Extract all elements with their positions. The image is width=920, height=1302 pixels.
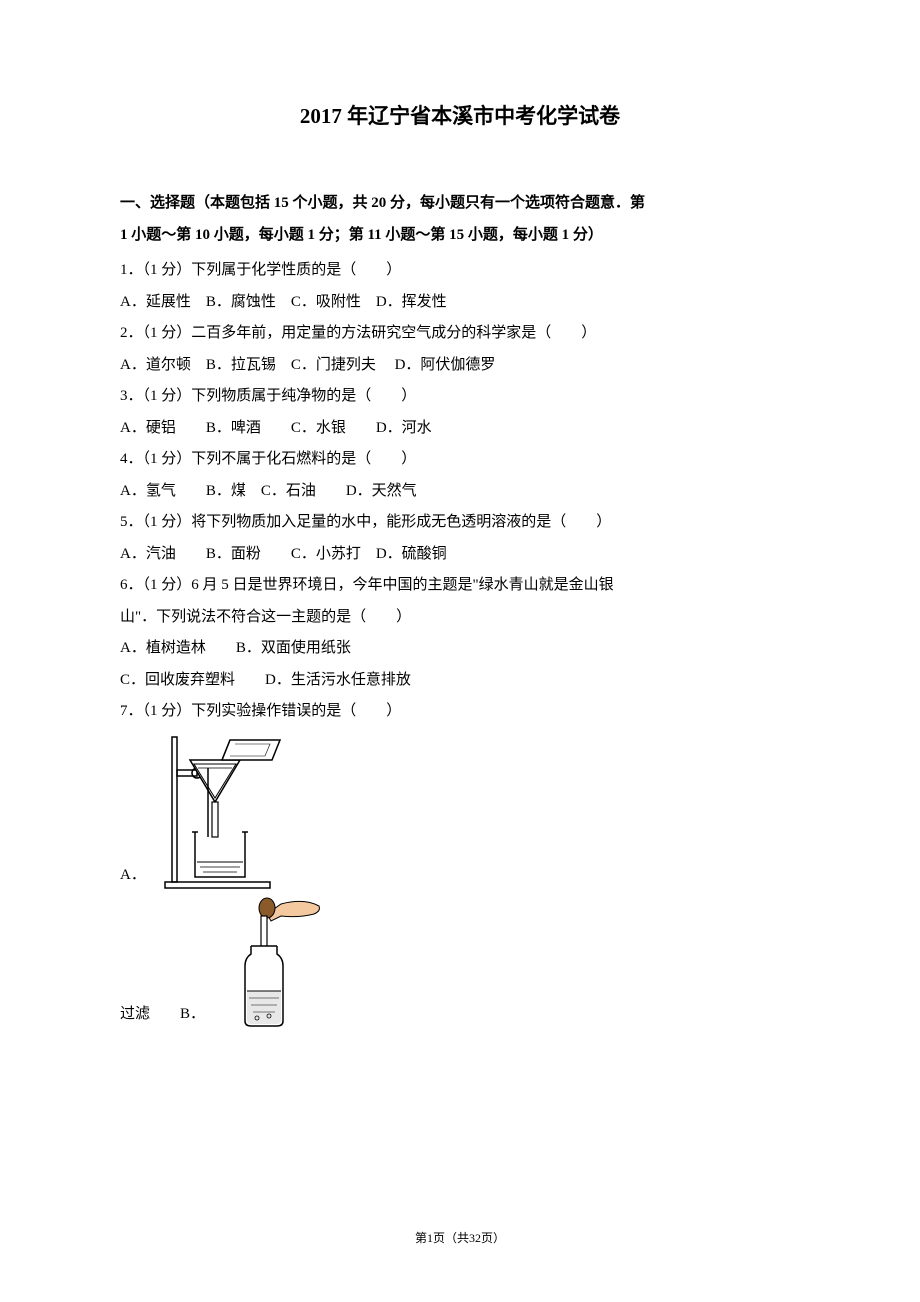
dropper-bottle-diagram-icon: [209, 896, 324, 1031]
option-a-label: A．: [120, 860, 146, 892]
question-7-option-b: 过滤 B．: [120, 896, 800, 1031]
question-6-line2: 山"．下列说法不符合这一主题的是（ ）: [120, 602, 800, 634]
question-3-options: A．硬铝 B．啤酒 C．水银 D．河水: [120, 413, 800, 445]
question-2-options: A．道尔顿 B．拉瓦锡 C．门捷列夫 D．阿伏伽德罗: [120, 350, 800, 382]
question-6-line1: 6．（1 分）6 月 5 日是世界环境日，今年中国的主题是"绿水青山就是金山银: [120, 570, 800, 602]
question-7: 7．（1 分）下列实验操作错误的是（ ）: [120, 696, 800, 728]
question-6-options-2: C．回收废弃塑料 D．生活污水任意排放: [120, 665, 800, 697]
footer-total-pages: 32: [469, 1231, 481, 1245]
question-1: 1．（1 分）下列属于化学性质的是（ ）: [120, 255, 800, 287]
page-footer: 第1页（共32页）: [0, 1229, 920, 1246]
filtration-diagram-icon: [150, 732, 290, 892]
option-b-label: 过滤 B．: [120, 999, 205, 1031]
question-5: 5．（1 分）将下列物质加入足量的水中，能形成无色透明溶液的是（ ）: [120, 507, 800, 539]
question-4-options: A．氢气 B．煤 C．石油 D．天然气: [120, 476, 800, 508]
question-4: 4．（1 分）下列不属于化石燃料的是（ ）: [120, 444, 800, 476]
question-6-options-1: A．植树造林 B．双面使用纸张: [120, 633, 800, 665]
question-3: 3．（1 分）下列物质属于纯净物的是（ ）: [120, 381, 800, 413]
question-1-options: A．延展性 B．腐蚀性 C．吸附性 D．挥发性: [120, 287, 800, 319]
section-header-line1: 一、选择题（本题包括 15 个小题，共 20 分，每小题只有一个选项符合题意．第: [120, 195, 645, 211]
question-7-option-a: A．: [120, 732, 800, 892]
page-title: 2017 年辽宁省本溪市中考化学试卷: [120, 100, 800, 130]
question-2: 2．（1 分）二百多年前，用定量的方法研究空气成分的科学家是（ ）: [120, 318, 800, 350]
footer-middle: 页（共: [433, 1231, 469, 1245]
section-header-line2: 1 小题～第 10 小题，每小题 1 分；第 11 小题～第 15 小题，每小题…: [120, 227, 603, 243]
question-5-options: A．汽油 B．面粉 C．小苏打 D．硫酸铜: [120, 539, 800, 571]
section-header: 一、选择题（本题包括 15 个小题，共 20 分，每小题只有一个选项符合题意．第…: [120, 188, 800, 251]
footer-suffix: 页）: [481, 1231, 505, 1245]
footer-prefix: 第: [415, 1231, 427, 1245]
